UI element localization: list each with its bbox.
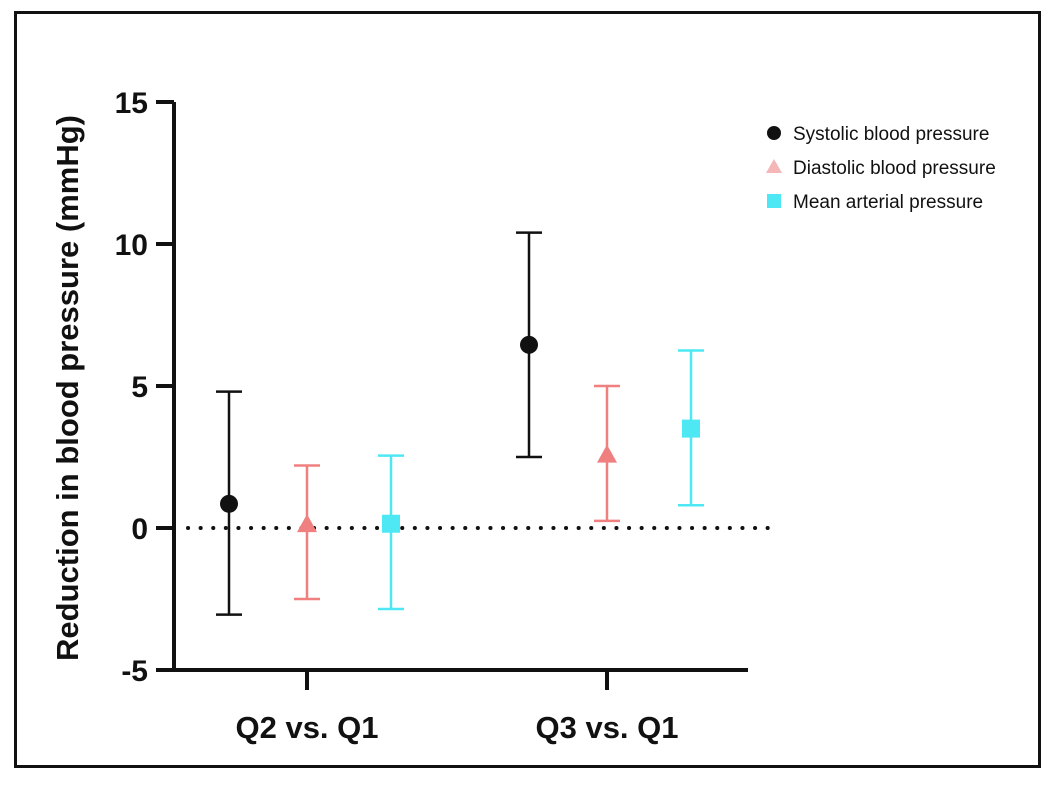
data-point-systolic	[520, 335, 538, 354]
data-point-systolic	[220, 494, 238, 513]
x-category-label: Q2 vs. Q1	[235, 710, 378, 745]
x-category-label: Q3 vs. Q1	[535, 710, 678, 745]
legend-triangle-icon	[766, 159, 782, 173]
y-tick-label: -5	[121, 655, 148, 688]
y-axis-label: Reduction in blood pressure (mmHg)	[50, 115, 85, 661]
data-point-diastolic	[597, 444, 617, 463]
legend-systolic: Systolic blood pressure	[793, 124, 989, 145]
legend-diastolic: Diastolic blood pressure	[793, 158, 996, 179]
y-tick-label: 10	[115, 229, 148, 262]
y-tick-label: 15	[115, 87, 148, 120]
data-point-map	[382, 514, 400, 533]
legend-square-icon	[767, 194, 781, 208]
data-point-diastolic	[297, 514, 317, 533]
y-tick-label: 5	[131, 371, 148, 404]
data-point-map	[682, 419, 700, 438]
legend-circle-icon	[767, 126, 781, 140]
y-tick-label: 0	[131, 513, 148, 546]
legend-map: Mean arterial pressure	[793, 192, 983, 213]
chart-frame	[14, 11, 1041, 768]
